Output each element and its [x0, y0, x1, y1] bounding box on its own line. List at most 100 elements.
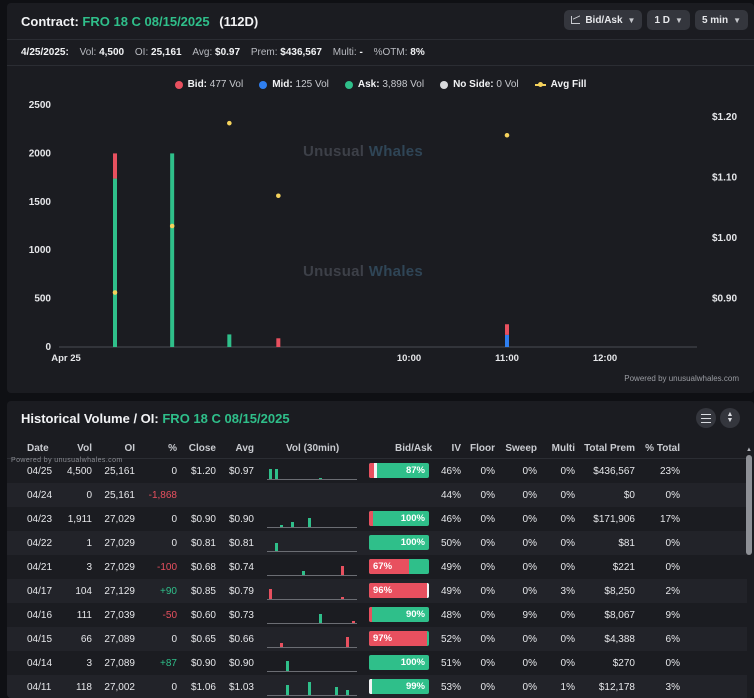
cell-multi: 1%: [560, 682, 575, 693]
table-row[interactable]: 04/25 4,500 25,161 0 $1.20 $0.97 46% 0% 0% 0% $436…: [7, 459, 747, 483]
table-row[interactable]: 04/15 66 27,089 0 $0.65 $0.66 52% 0% 0% 0% $4,388 6…: [7, 627, 747, 651]
sparkline-bar: [269, 589, 272, 599]
y-left-tick-label: 0: [45, 342, 51, 353]
cell-chg: +90: [160, 586, 177, 597]
table-row[interactable]: 04/16 111 27,039 -50 $0.60 $0.73 48% 0% 9% 0% $8,0…: [7, 603, 747, 627]
avg-fill-point: [112, 290, 118, 295]
column-header[interactable]: Bid/Ask: [395, 443, 433, 454]
bid-ask-bar: 99%: [369, 679, 429, 694]
cell-pct: 0%: [665, 538, 680, 549]
column-header[interactable]: % Total: [645, 443, 680, 454]
table-row[interactable]: 04/23 1,911 27,029 0 $0.90 $0.90 46% 0% 0% 0% $171…: [7, 507, 747, 531]
cell-chg: -50: [162, 610, 177, 621]
table-row[interactable]: 04/11 118 27,002 0 $1.06 $1.03 53% 0% 0% 1% $12,17…: [7, 675, 747, 698]
legend-item[interactable]: No Side: 0 Vol: [440, 79, 519, 90]
cell-avg: $0.74: [228, 562, 254, 573]
y-right-tick-label: $1.20: [712, 112, 737, 123]
contract-header: Contract: FRO 18 C 08/15/2025 (112D) Bid…: [7, 3, 754, 40]
cell-vol: 1,911: [67, 514, 92, 525]
interval-dropdown[interactable]: 5 min ▼: [694, 10, 748, 30]
bid-ask-percent: 67%: [373, 561, 393, 572]
stats-vol: 4,500: [99, 47, 125, 58]
column-header[interactable]: Avg: [235, 443, 254, 454]
bid-ask-bid-fill: [369, 511, 373, 526]
cell-date: 04/24: [27, 490, 53, 501]
column-header[interactable]: Close: [188, 443, 216, 454]
table-row[interactable]: 04/22 1 27,029 0 $0.81 $0.81 50% 0% 0% 0% $81 0% 100…: [7, 531, 747, 555]
bid-ask-bar: 87%: [369, 463, 429, 478]
column-header[interactable]: Sweep: [505, 443, 537, 454]
historical-table: Date Vol OI% Close Avg Vol (30min) Bid/Ask IV Fl…: [7, 437, 747, 698]
sparkline-bar: [285, 685, 289, 695]
legend-value: 477 Vol: [207, 79, 244, 90]
table-row[interactable]: 04/17 104 27,129 +90 $0.85 $0.79 49% 0% 0% 3% $8,2…: [7, 579, 747, 603]
sparkline-bar: [318, 477, 322, 479]
cell-prem: $0: [623, 490, 635, 501]
volume-sparkline: [267, 678, 357, 696]
table-row[interactable]: 04/14 3 27,089 +87 $0.90 $0.90 51% 0% 0% 0% $270 0%…: [7, 651, 747, 675]
cell-vol: 104: [75, 586, 92, 597]
table-row[interactable]: 04/21 3 27,029 -100 $0.68 $0.74 49% 0% 0% 0% $221 0…: [7, 555, 747, 579]
filter-settings-button[interactable]: [696, 408, 716, 428]
side-mode-dropdown[interactable]: Bid/Ask ▼: [564, 10, 643, 30]
column-header[interactable]: %: [168, 443, 177, 454]
bid-ask-bar: 90%: [369, 607, 429, 622]
column-header[interactable]: Total Prem: [584, 443, 635, 454]
cell-avg: $0.97: [228, 466, 254, 477]
cell-close: $0.65: [190, 634, 216, 645]
legend-item[interactable]: Mid: 125 Vol: [259, 79, 329, 90]
legend-name: Bid:: [187, 79, 208, 90]
cell-prem: $8,250: [604, 586, 635, 597]
cell-close: $1.20: [190, 466, 216, 477]
column-header[interactable]: IV: [451, 443, 461, 454]
bid-ask-mid-fill: [426, 583, 429, 598]
scroll-thumb[interactable]: [746, 455, 752, 555]
legend-item[interactable]: Ask: 3,898 Vol: [344, 79, 424, 90]
cell-floor: 0%: [480, 538, 495, 549]
contract-stats: 4/25/2025: Vol: 4,500 OI: 25,161 Avg: $0…: [21, 47, 425, 58]
column-header[interactable]: Multi: [551, 443, 575, 454]
volume-sparkline: [267, 630, 357, 648]
sparkline-bar: [340, 596, 344, 599]
volume-sparkline: [267, 582, 357, 600]
cell-avg: $0.79: [228, 586, 254, 597]
cell-vol: 3: [86, 562, 92, 573]
column-header[interactable]: Date: [27, 443, 49, 454]
bid-ask-percent: 100%: [400, 657, 425, 668]
cell-iv: 48%: [440, 610, 461, 621]
table-row[interactable]: 04/24 0 25,161 -1,868 44% 0% 0% 0% $0 0%: [7, 483, 747, 507]
legend-item[interactable]: Bid: 477 Vol: [174, 79, 244, 90]
sparkline-bar: [346, 690, 349, 695]
bid-ask-bid-fill: [369, 631, 428, 646]
cell-sweep: 0%: [522, 658, 537, 669]
column-header[interactable]: Floor: [470, 443, 495, 454]
legend-item[interactable]: Avg Fill: [534, 79, 586, 90]
table-scrollbar[interactable]: ▲: [746, 447, 752, 697]
cell-prem: $221: [612, 562, 635, 573]
cell-pct: 23%: [659, 466, 680, 477]
x-tick-label: 10:00: [397, 353, 421, 364]
cell-pct: 0%: [665, 490, 680, 501]
scroll-up-icon[interactable]: ▲: [746, 447, 752, 453]
cell-prem: $436,567: [593, 466, 635, 477]
cell-iv: 52%: [440, 634, 461, 645]
cell-oi: 27,039: [104, 610, 135, 621]
sliders-icon: [701, 413, 711, 423]
cell-prem: $8,067: [604, 610, 635, 621]
column-header[interactable]: OI: [124, 443, 135, 454]
legend-label: Mid: 125 Vol: [272, 79, 329, 90]
cell-prem: $12,178: [598, 682, 635, 693]
range-dropdown[interactable]: 1 D ▼: [647, 10, 690, 30]
watermark-text: Unusual: [303, 143, 365, 160]
bid-ask-bar: 96%: [369, 583, 429, 598]
column-header[interactable]: Vol (30min): [286, 443, 340, 454]
bid-ask-bar: 97%: [369, 631, 429, 646]
bid-ask-bid-fill: [369, 559, 410, 574]
divider: [7, 65, 754, 66]
chevron-down-icon: ▼: [627, 15, 636, 25]
volume-bar-bid: [276, 338, 281, 347]
bid-ask-percent: 99%: [405, 681, 425, 692]
column-header[interactable]: Vol: [77, 443, 92, 454]
y-left-tick-label: 2500: [29, 100, 52, 111]
expand-collapse-button[interactable]: ▲ ▼: [720, 408, 740, 428]
